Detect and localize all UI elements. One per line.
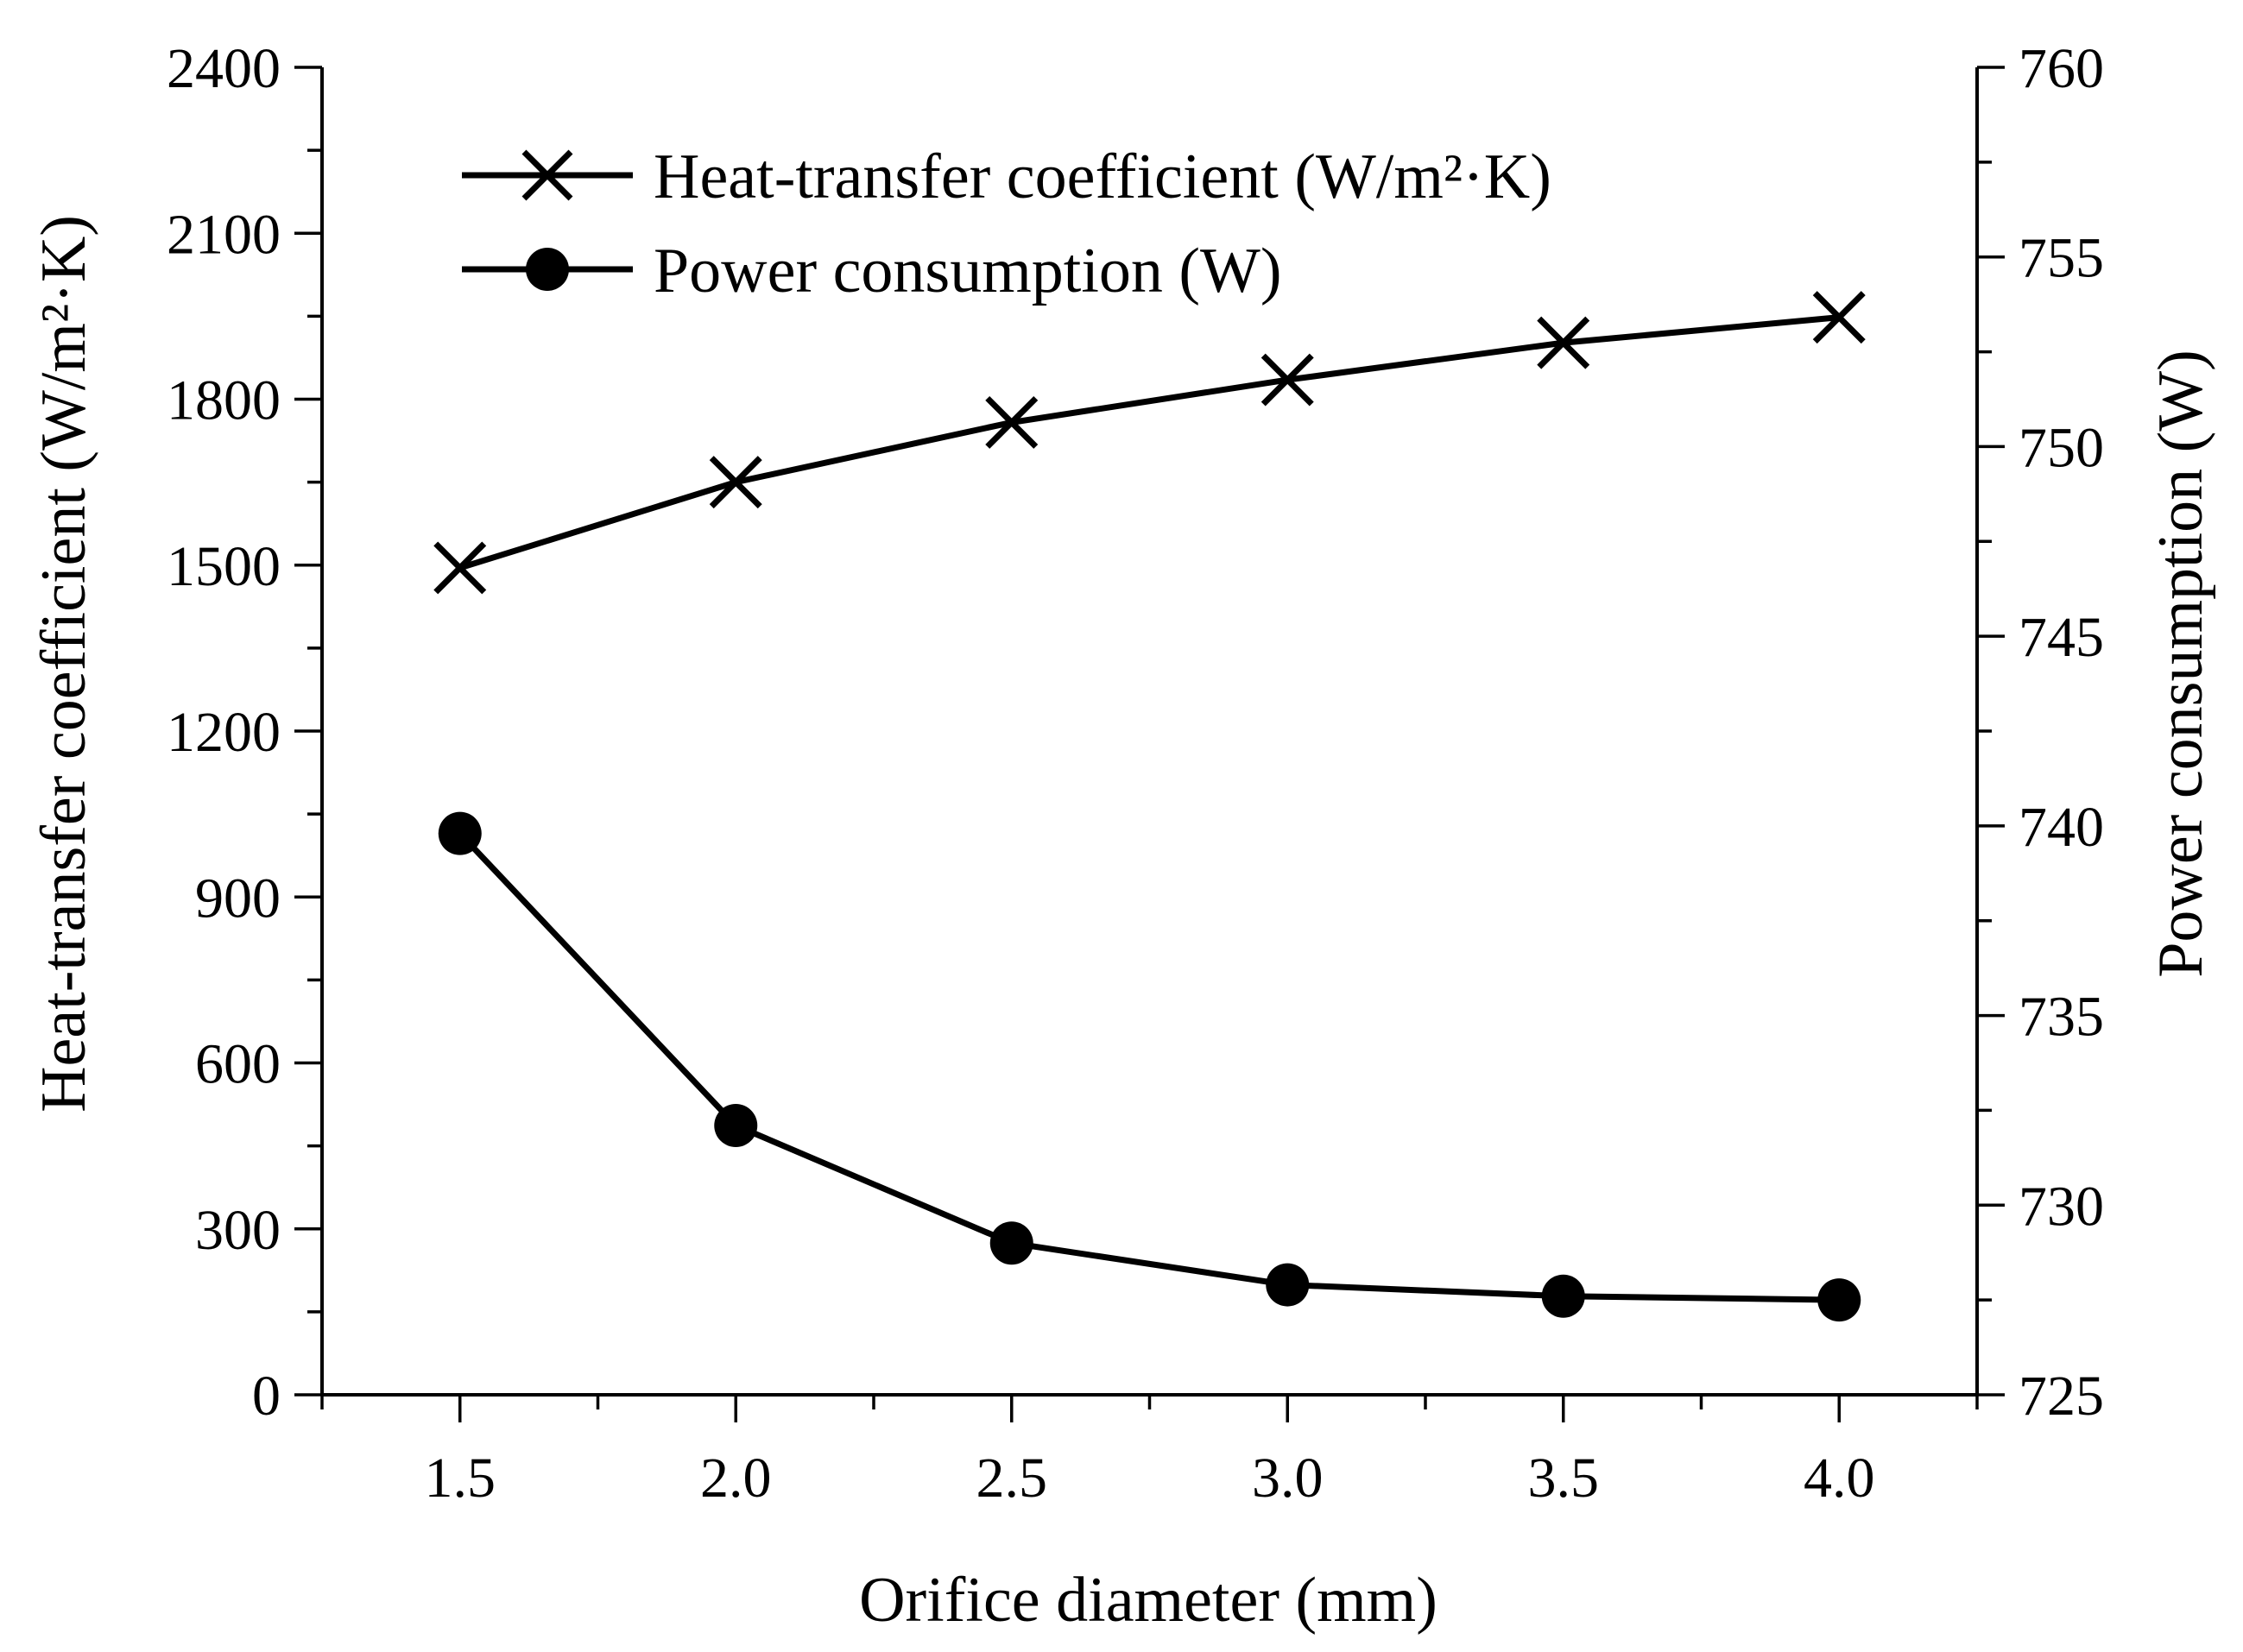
left-y-tick-label: 1500: [167, 535, 281, 598]
right-y-axis-title: Power consumption (W): [2145, 350, 2216, 978]
x-tick-label: 3.0: [1252, 1447, 1324, 1510]
right-y-tick-label: 740: [2019, 796, 2104, 859]
x-tick-label: 1.5: [425, 1447, 496, 1510]
series-line-power: [458, 831, 1840, 1303]
left-y-tick-label: 600: [195, 1033, 281, 1096]
x-tick-label: 2.0: [700, 1447, 772, 1510]
right-y-tick-label: 755: [2019, 227, 2104, 290]
x-tick-label: 4.0: [1804, 1447, 1875, 1510]
data-point-power: [1817, 1278, 1861, 1322]
legend-x-marker-icon: [521, 149, 573, 201]
left-y-tick-label: 300: [195, 1199, 281, 1262]
right-y-tick-label: 730: [2019, 1175, 2104, 1238]
left-y-tick-label: 1200: [167, 701, 281, 764]
left-y-axis-title: Heat-transfer coefficient (W/m²·K): [28, 215, 99, 1113]
series-line-heat-transfer: [458, 314, 1840, 571]
data-point-heat-transfer: [985, 395, 1039, 449]
data-point-power: [438, 811, 482, 855]
left-y-tick-label: 900: [195, 867, 281, 930]
data-point-power: [1541, 1274, 1585, 1318]
data-point-power: [714, 1104, 758, 1148]
right-y-tick-label: 760: [2019, 37, 2104, 100]
legend-label-power: Power consumption (W): [654, 236, 1282, 306]
x-axis-title: Orifice diameter (mm): [859, 1565, 1437, 1636]
right-y-tick-label: 735: [2019, 986, 2104, 1049]
data-point-heat-transfer: [433, 541, 487, 595]
left-y-tick-label: 0: [252, 1365, 281, 1428]
left-y-axis-ticks: 0 300 600 900 1200 1500 1800 2100 2400: [167, 37, 322, 1428]
x-axis-ticks: 1.5 2.0 2.5 3.0 3.5 4.0: [320, 1395, 1979, 1510]
data-point-heat-transfer: [1261, 353, 1314, 407]
data-point-power: [989, 1221, 1033, 1265]
x-tick-label: 2.5: [976, 1447, 1048, 1510]
legend: Heat-transfer coefficient (W/m²·K) Power…: [462, 142, 1551, 306]
right-y-tick-label: 725: [2019, 1365, 2104, 1428]
left-y-tick-label: 2400: [167, 37, 281, 100]
right-y-tick-label: 745: [2019, 606, 2104, 669]
left-y-tick-label: 1800: [167, 369, 281, 432]
right-y-axis-ticks: 725 730 735 740 745 750 755 760: [1977, 37, 2104, 1428]
right-y-tick-label: 750: [2019, 416, 2104, 479]
x-tick-label: 3.5: [1528, 1447, 1600, 1510]
data-point-heat-transfer: [1537, 316, 1590, 369]
data-point-heat-transfer: [1812, 291, 1866, 344]
legend-circle-marker-icon: [526, 248, 569, 291]
left-y-tick-label: 2100: [167, 203, 281, 266]
legend-entry-power: Power consumption (W): [462, 236, 1282, 306]
data-point-power: [1266, 1263, 1310, 1307]
legend-label-heat-transfer: Heat-transfer coefficient (W/m²·K): [654, 142, 1551, 212]
legend-entry-heat-transfer: Heat-transfer coefficient (W/m²·K): [462, 142, 1551, 212]
series-layer: [433, 291, 1866, 1322]
data-point-heat-transfer: [709, 456, 762, 509]
